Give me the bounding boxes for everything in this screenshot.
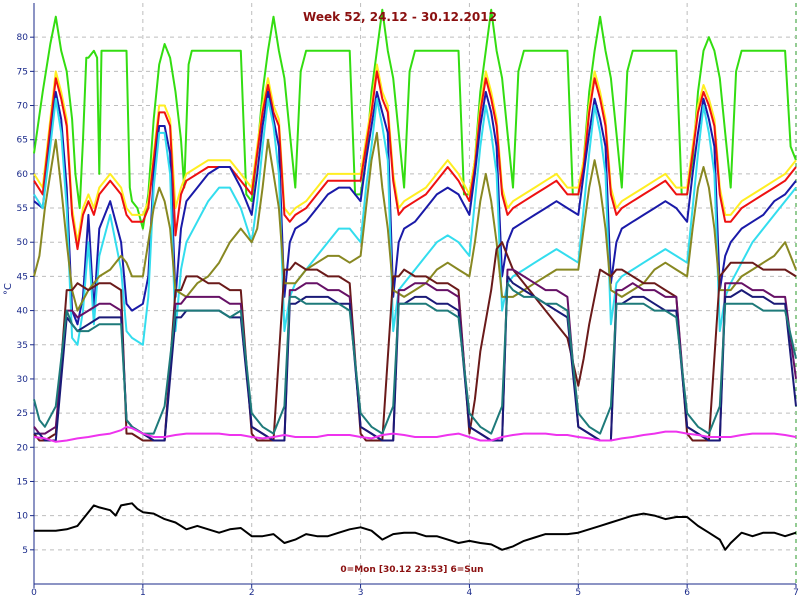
grid [34,3,797,584]
series-line [33,131,797,312]
x-tick-label: 2 [249,588,255,598]
y-tick-label: 45 [17,272,28,282]
series-line [33,425,797,443]
x-tick-label: 4 [467,588,473,598]
y-tick-label: 30 [17,375,29,385]
y-tick-label: 55 [17,204,28,214]
series-line [33,90,797,326]
y-tick-label: 35 [17,341,28,351]
y-tick-label: 60 [17,170,29,180]
series-line [33,97,797,346]
series-line [33,241,797,442]
y-tick-label: 15 [17,477,28,487]
y-tick-label: 10 [17,512,29,522]
y-tick-label: 20 [17,443,29,453]
x-tick-label: 7 [793,588,799,598]
x-axis-note: 0=Mon [30.12 23:53] 6=Sun [340,565,483,575]
y-tick-label: 65 [17,136,28,146]
y-tick-label: 75 [17,67,28,77]
x-tick-label: 6 [684,588,690,598]
series-group [33,8,797,551]
y-tick-label: 50 [17,238,29,248]
y-axis-label: °C [3,283,14,295]
y-tick-label: 80 [17,33,29,43]
series-line [33,8,797,230]
x-tick-label: 3 [358,588,364,598]
x-tick-label: 0 [31,588,37,598]
y-tick-label: 40 [17,307,29,317]
chart-title: Week 52, 24.12 - 30.12.2012 [303,10,497,24]
series-line [34,502,797,551]
y-tick-label: 25 [17,409,28,419]
axes [33,3,796,585]
y-tick-label: 70 [17,102,29,112]
series-line [33,70,797,251]
y-tick-label: 5 [22,546,28,556]
x-tick-label: 5 [575,588,581,598]
x-tick-label: 1 [140,588,146,598]
